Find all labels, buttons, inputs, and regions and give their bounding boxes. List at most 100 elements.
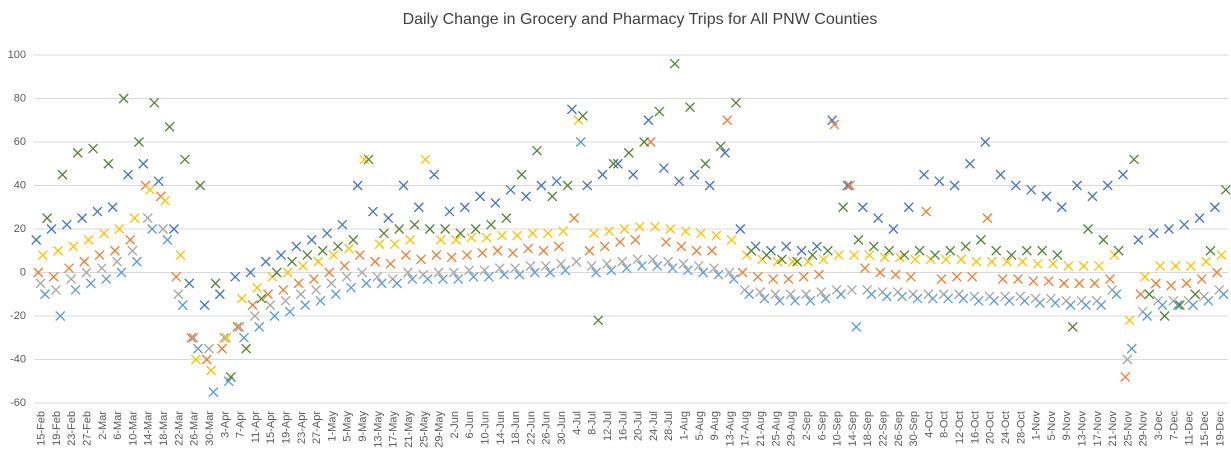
marker (790, 295, 800, 306)
marker (814, 269, 825, 280)
marker (888, 224, 899, 234)
marker (77, 213, 88, 224)
marker (1188, 300, 1198, 311)
x-tick-label: 22-Sep (877, 411, 889, 446)
marker (558, 226, 569, 237)
marker (400, 250, 411, 261)
marker (967, 271, 978, 282)
marker (1043, 276, 1054, 287)
marker (1037, 245, 1048, 256)
marker (479, 265, 490, 276)
marker (759, 293, 770, 304)
marker (696, 228, 706, 239)
marker (232, 321, 243, 332)
marker (820, 293, 831, 304)
marker (324, 267, 335, 278)
marker (575, 137, 586, 147)
x-tick-label: 25-May (418, 411, 430, 448)
marker (210, 278, 221, 289)
marker (800, 289, 811, 300)
marker (247, 300, 258, 311)
x-tick-label: 13-Aug (724, 411, 736, 446)
marker (446, 252, 457, 263)
x-tick-label: 6-Sep (816, 411, 828, 440)
marker (88, 143, 99, 154)
marker (424, 224, 435, 234)
marker (127, 245, 138, 256)
x-tick-label: 17-Aug (740, 411, 752, 446)
marker (639, 137, 650, 147)
marker (370, 256, 381, 267)
marker (720, 147, 730, 158)
marker (612, 158, 623, 169)
x-tick-label: 2-Jun (449, 411, 461, 439)
marker (1159, 311, 1170, 321)
x-tick-label: 14-Sep (847, 411, 859, 446)
marker (306, 234, 317, 245)
marker (735, 224, 746, 234)
marker (1201, 256, 1212, 267)
marker (807, 250, 818, 261)
marker (322, 228, 332, 239)
marker (860, 263, 870, 274)
marker (280, 295, 291, 306)
x-tick-label: 7-Dec (1168, 411, 1180, 441)
x-tick-label: 1-May (326, 411, 338, 442)
x-tick-label: 29-Aug (786, 411, 798, 446)
x-tick-label: 5-Nov (1046, 411, 1058, 441)
marker (606, 265, 617, 276)
x-tick-label: 25-Aug (770, 411, 782, 446)
marker (1155, 261, 1166, 271)
marker (193, 343, 203, 354)
marker (376, 278, 387, 289)
x-tick-label: 10-Mar (127, 411, 139, 446)
marker (980, 137, 991, 147)
marker (1021, 245, 1032, 256)
marker (389, 239, 400, 250)
marker (464, 265, 475, 276)
x-tick-label: 10-Sep (832, 411, 844, 446)
marker (1179, 219, 1190, 230)
marker (440, 224, 451, 234)
marker (864, 250, 875, 261)
marker (33, 267, 44, 278)
x-tick-label: 18-Jun (510, 411, 522, 445)
marker (752, 271, 763, 282)
marker (1019, 295, 1030, 306)
marker (308, 274, 319, 284)
marker (665, 224, 676, 234)
marker (123, 169, 133, 180)
marker (79, 256, 90, 267)
marker (879, 252, 890, 263)
marker (153, 176, 164, 187)
marker (94, 250, 105, 261)
marker (785, 289, 796, 300)
marker (958, 293, 969, 304)
marker (186, 332, 197, 343)
marker (849, 250, 860, 261)
marker (914, 245, 925, 256)
marker (899, 250, 910, 261)
marker (1017, 256, 1028, 267)
marker (650, 221, 661, 232)
x-tick-label: 17-Nov (1092, 411, 1104, 447)
marker (542, 228, 553, 239)
marker (997, 274, 1008, 284)
marker (53, 245, 64, 256)
marker (538, 245, 549, 256)
marker (682, 265, 693, 276)
marker (1078, 261, 1089, 271)
marker (118, 93, 129, 104)
marker (586, 261, 597, 271)
marker (636, 261, 647, 271)
x-tick-label: 10-Jun (479, 411, 491, 445)
x-tick-label: 18-Mar (158, 411, 170, 446)
marker (326, 278, 337, 289)
marker (287, 256, 298, 267)
marker (505, 184, 516, 195)
marker (1094, 261, 1104, 271)
marker (468, 271, 479, 282)
marker (995, 169, 1006, 180)
marker (330, 289, 341, 300)
x-tick-label: 15-Dec (1199, 411, 1211, 447)
